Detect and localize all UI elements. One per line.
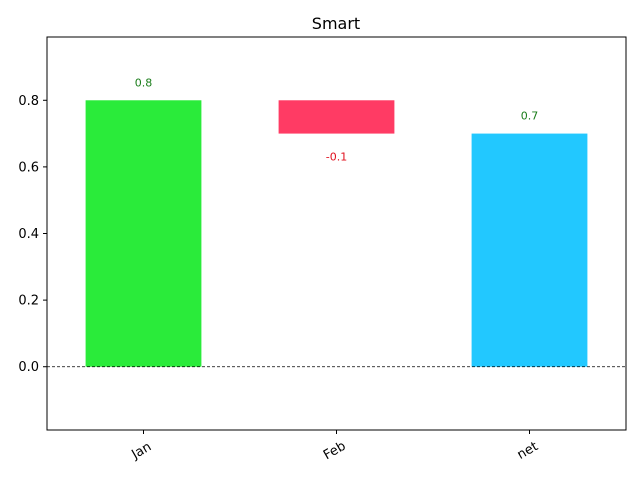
data-label-feb: -0.1	[326, 151, 347, 164]
data-label-jan: 0.8	[135, 76, 153, 89]
y-tick-label: 0.4	[18, 227, 39, 242]
bar-net	[471, 133, 588, 367]
y-tick-label: 0.0	[18, 360, 39, 375]
y-tick-label: 0.6	[18, 160, 39, 175]
y-tick-label: 0.8	[18, 94, 39, 109]
chart-title: Smart	[312, 14, 360, 33]
data-label-net: 0.7	[521, 110, 539, 123]
bar-feb	[278, 100, 395, 134]
bar-jan	[85, 100, 202, 367]
y-tick-label: 0.2	[18, 294, 39, 309]
